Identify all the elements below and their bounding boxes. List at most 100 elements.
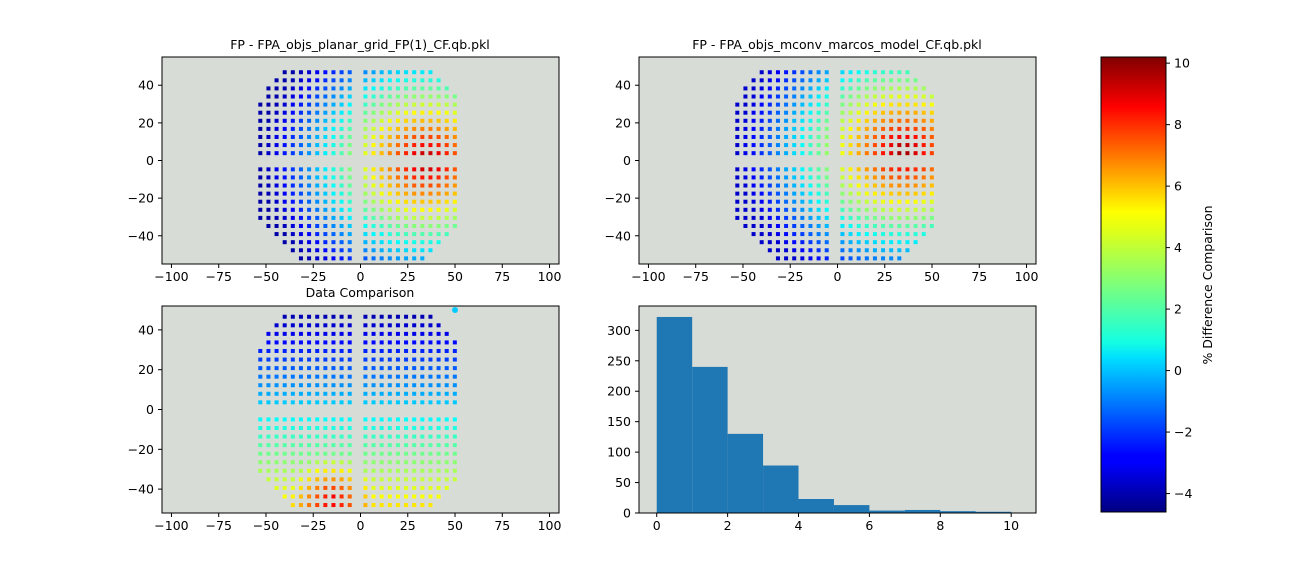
data-point [290,78,295,83]
data-point [775,94,780,99]
data-point [266,134,271,139]
data-point [307,357,312,362]
data-point [387,207,392,212]
data-point [363,323,368,328]
data-point [428,183,433,188]
data-point [290,199,295,204]
data-point [307,175,312,180]
data-point [347,460,352,465]
data-point [274,232,279,237]
y-tick-label: −20 [605,191,631,206]
data-point [784,134,789,139]
data-point [428,323,433,328]
data-point [347,175,352,180]
data-point [743,199,748,204]
data-point [784,175,789,180]
data-point [282,94,287,99]
data-point [735,175,740,180]
data-point [315,417,320,422]
data-point [339,134,344,139]
data-point [379,400,384,405]
data-point [347,70,352,75]
data-point [282,191,287,196]
data-point [751,94,756,99]
data-point [323,223,328,228]
data-point [307,383,312,388]
data-point [379,340,384,345]
data-point [428,110,433,115]
histogram-bar [798,498,834,513]
data-point [347,314,352,319]
data-point [274,383,279,388]
y-tick-label: 40 [615,78,631,93]
panel-title: FP - FPA_objs_planar_grid_FP(1)_CF.qb.pk… [230,37,490,52]
data-point [315,215,320,220]
data-point [775,207,780,212]
data-point [290,232,295,237]
data-point [420,191,425,196]
data-point [436,443,441,448]
data-point [444,118,449,123]
data-point [347,451,352,456]
data-point [258,460,263,465]
data-point [347,151,352,156]
data-point [905,134,910,139]
data-point [905,151,910,156]
data-point [274,191,279,196]
data-point [848,102,853,107]
data-point [387,460,392,465]
x-tick-label: 100 [1015,269,1039,284]
data-point [420,400,425,405]
data-point [379,175,384,180]
data-point [420,183,425,188]
data-point [404,167,409,172]
data-point [315,357,320,362]
data-point [298,494,303,499]
data-point [824,102,829,107]
data-point [751,232,756,237]
x-tick-label: −75 [206,518,232,533]
data-point [921,94,926,99]
data-point [824,86,829,91]
data-point [905,207,910,212]
data-point [775,151,780,156]
data-point [387,134,392,139]
data-point [323,400,328,405]
data-point [743,102,748,107]
data-point [808,86,813,91]
plot-area [639,57,1036,264]
data-point [387,248,392,253]
data-point [315,451,320,456]
data-point [404,183,409,188]
x-tick-label: −25 [300,518,326,533]
data-point [339,207,344,212]
data-point [274,215,279,220]
data-point [404,400,409,405]
data-point [379,314,384,319]
data-point [315,383,320,388]
data-point [848,232,853,237]
data-point [347,366,352,371]
data-point [307,118,312,123]
data-point [428,199,433,204]
data-point [913,110,918,115]
data-point [872,175,877,180]
data-point [767,167,772,172]
data-point [824,215,829,220]
data-point [282,357,287,362]
data-point [913,199,918,204]
data-point [258,374,263,379]
data-point [323,86,328,91]
data-point [290,314,295,319]
data-point [444,460,449,465]
data-point [379,240,384,245]
data-point [323,207,328,212]
data-point [905,199,910,204]
data-point [266,391,271,396]
data-point [331,426,336,431]
histogram-bar [869,510,905,513]
data-point [864,126,869,131]
data-point [282,485,287,490]
data-point [412,256,417,261]
data-point [420,126,425,131]
